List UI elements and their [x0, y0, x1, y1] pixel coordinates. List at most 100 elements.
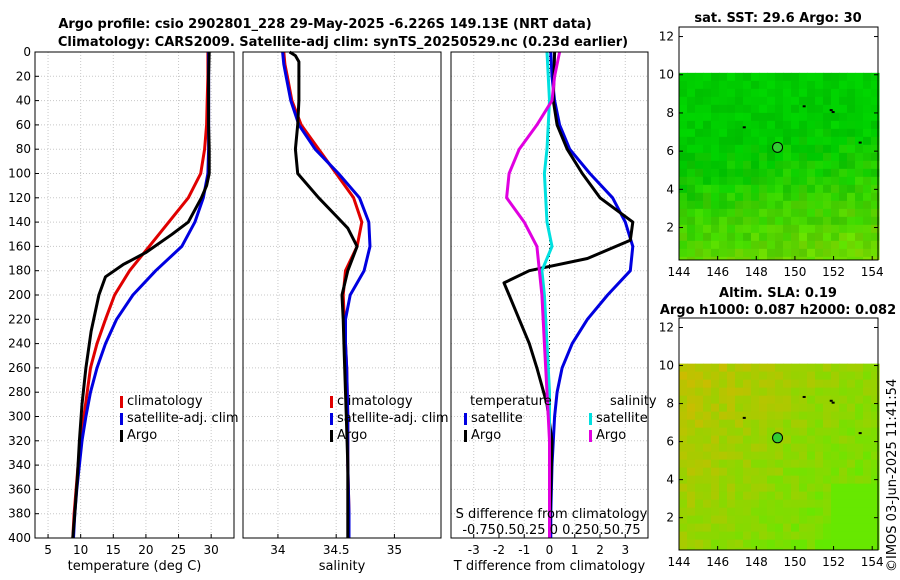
map-cell — [871, 419, 880, 429]
map-cell — [823, 491, 832, 501]
map-cell — [807, 240, 816, 250]
map-cell — [871, 395, 880, 405]
map-cell — [871, 216, 880, 226]
map-cell — [703, 499, 712, 509]
map-cell — [775, 96, 784, 106]
map-cell — [847, 192, 856, 202]
map-cell — [679, 467, 688, 477]
map-cell — [815, 531, 824, 541]
plot-frame — [242, 51, 442, 539]
map-cell — [727, 104, 736, 114]
map-cell — [839, 96, 848, 106]
map-cell — [831, 152, 840, 162]
map-cell — [847, 240, 856, 250]
map-cell — [703, 216, 712, 226]
map-cell — [823, 72, 832, 82]
map-cell — [791, 88, 800, 98]
legend-argo-label: Argo — [127, 428, 157, 443]
map-cell — [815, 168, 824, 178]
map-cell — [839, 200, 848, 210]
map-cell — [783, 80, 792, 90]
map-cell — [871, 435, 880, 445]
map-cell — [863, 475, 872, 485]
map-cell — [847, 499, 856, 509]
x-tick-label: 30 — [204, 543, 219, 557]
map-cell — [791, 499, 800, 509]
map-cell — [855, 475, 864, 485]
map-cell — [679, 128, 688, 138]
map-cell — [703, 531, 712, 541]
map-cell — [823, 240, 832, 250]
map-cell — [791, 411, 800, 421]
map-cell — [775, 475, 784, 485]
map-cell — [751, 80, 760, 90]
map-cell — [735, 224, 744, 234]
map-cell — [871, 80, 880, 90]
map-cell — [743, 387, 752, 397]
y-tick-label: 120 — [8, 191, 31, 205]
map-cell — [823, 168, 832, 178]
map-cell — [807, 136, 816, 146]
map-cell — [831, 363, 840, 373]
map-cell — [871, 256, 880, 260]
map-cell — [751, 144, 760, 154]
map-cell — [831, 232, 840, 242]
map-cell — [767, 483, 776, 493]
map-cell — [695, 224, 704, 234]
y-tick-label: 80 — [16, 142, 31, 156]
map-cell — [791, 144, 800, 154]
map-cell — [855, 387, 864, 397]
map-cell — [775, 491, 784, 501]
map-cell — [679, 200, 688, 210]
map-cell — [823, 395, 832, 405]
legend-argo-swatch — [330, 430, 333, 442]
x-tick-label: 10 — [73, 543, 88, 557]
map-cell — [807, 72, 816, 82]
map-cell — [799, 256, 808, 260]
map-cell — [759, 176, 768, 186]
map-cell — [687, 467, 696, 477]
map-cell — [735, 515, 744, 525]
map-cell — [847, 104, 856, 114]
map-cell — [871, 96, 880, 106]
map-cell — [863, 128, 872, 138]
map-cell — [863, 531, 872, 541]
map-cell — [839, 144, 848, 154]
legend-t-argo-label: Argo — [471, 428, 501, 443]
map-cell — [695, 435, 704, 445]
y-tick-label: 320 — [8, 434, 31, 448]
map-cell — [727, 96, 736, 106]
map-cell — [759, 547, 768, 550]
map-cell — [767, 459, 776, 469]
map-cell — [719, 240, 728, 250]
map-cell — [767, 80, 776, 90]
map-cell — [751, 176, 760, 186]
map-cell — [831, 96, 840, 106]
map-cell — [831, 176, 840, 186]
map-cell — [751, 403, 760, 413]
map-cell — [839, 443, 848, 453]
map-cell — [775, 403, 784, 413]
map-cell — [695, 379, 704, 389]
map-cell — [727, 491, 736, 501]
map-cell — [695, 128, 704, 138]
map-cell — [695, 120, 704, 130]
map-cell — [759, 411, 768, 421]
map-cell — [679, 96, 688, 106]
map-cell — [767, 248, 776, 258]
map-cell — [831, 128, 840, 138]
map-cell — [863, 112, 872, 122]
map-cell — [871, 531, 880, 541]
map-cell — [703, 160, 712, 170]
map-cell — [719, 427, 728, 437]
map-cell — [863, 176, 872, 186]
map-cell — [815, 200, 824, 210]
map-cell — [775, 72, 784, 82]
map-cell — [695, 192, 704, 202]
map-cell — [711, 483, 720, 493]
map-cell — [807, 248, 816, 258]
map-cell — [847, 419, 856, 429]
map-cell — [863, 160, 872, 170]
map-cell — [823, 507, 832, 517]
map-cell — [791, 539, 800, 549]
